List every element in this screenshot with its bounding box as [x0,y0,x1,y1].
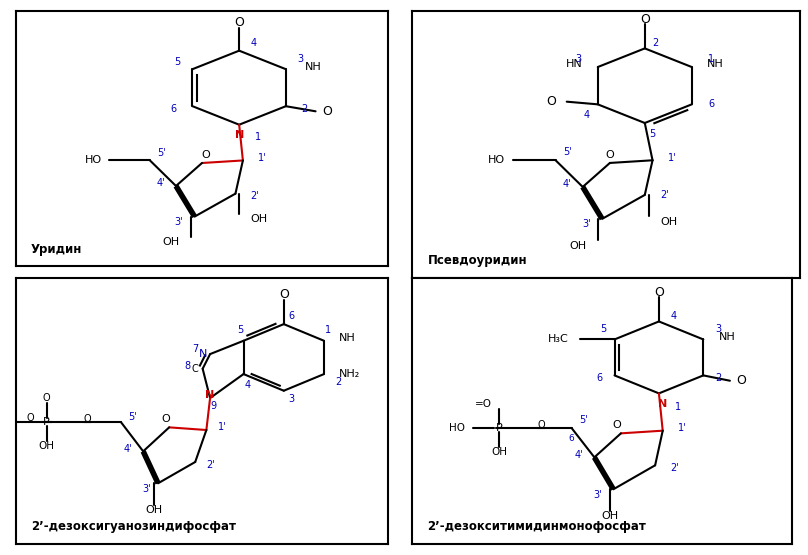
Text: 6: 6 [708,99,714,109]
Text: 6: 6 [288,311,294,321]
Text: 3: 3 [575,54,582,64]
Text: C: C [191,364,199,374]
Text: 3: 3 [297,54,304,64]
Text: 6: 6 [569,434,574,443]
Text: 4': 4' [574,450,583,460]
Text: 3: 3 [288,393,294,403]
Text: O: O [654,286,664,299]
Text: P: P [43,417,50,427]
Text: 1: 1 [325,325,330,335]
Text: NH: NH [707,59,724,69]
Text: 2’-дезокситимидинмонофосфат: 2’-дезокситимидинмонофосфат [427,520,646,533]
Text: 1': 1' [217,422,226,432]
Text: OH: OH [162,237,179,247]
Text: 2: 2 [653,38,659,48]
Text: O: O [83,415,91,425]
Text: 5: 5 [650,129,655,139]
Text: 2: 2 [301,104,308,114]
Text: HO: HO [449,423,465,433]
Text: 4': 4' [562,179,571,189]
Text: O: O [537,420,545,430]
Text: HO: HO [488,155,505,165]
Text: 4: 4 [583,110,589,120]
Text: 7: 7 [192,344,198,354]
Text: 5: 5 [175,57,181,67]
Text: N: N [199,349,207,359]
Text: HN: HN [566,59,583,69]
Text: N: N [205,390,215,400]
Text: OH: OH [570,240,587,250]
Text: 3': 3' [582,219,591,229]
Text: N: N [234,130,244,140]
Text: O: O [605,150,614,160]
Text: 1': 1' [668,153,676,163]
Text: O: O [161,415,170,425]
Text: O: O [546,95,556,108]
Text: OH: OH [39,441,55,451]
Text: 3: 3 [715,324,722,334]
Text: 6: 6 [596,373,603,383]
Text: 6: 6 [170,104,177,114]
Text: 9: 9 [211,401,217,411]
Text: 2: 2 [336,377,342,387]
Text: 1': 1' [258,153,267,163]
Text: O: O [26,413,34,423]
Text: N: N [658,399,667,409]
Text: P: P [496,423,503,433]
Text: O: O [612,420,621,430]
Text: 5': 5' [563,147,572,157]
Text: 5': 5' [128,412,137,422]
Text: Псевдоуридин: Псевдоуридин [427,254,527,267]
Text: O: O [234,16,244,29]
Text: Уридин: Уридин [31,243,82,256]
Text: NH: NH [718,332,735,342]
Text: 5: 5 [237,325,243,335]
Text: 2': 2' [250,191,259,201]
Text: 4': 4' [156,178,165,189]
Text: 8: 8 [185,361,191,371]
Text: O: O [43,393,50,403]
Text: 3': 3' [593,490,602,500]
Text: OH: OH [601,511,618,521]
Text: NH: NH [339,333,356,343]
Text: 1: 1 [675,402,681,412]
Text: 2’-дезоксигуанозиндифосфат: 2’-дезоксигуанозиндифосфат [31,520,236,533]
Text: H₃C: H₃C [548,335,569,345]
Text: 4: 4 [251,38,257,48]
Text: 5: 5 [600,324,606,334]
Text: O: O [322,105,331,118]
Text: 1: 1 [255,133,261,143]
Text: 4: 4 [671,311,677,321]
Text: 3': 3' [142,483,150,493]
Text: =O: =O [475,399,492,409]
Text: HO: HO [85,155,102,165]
Text: OH: OH [491,447,507,457]
Text: 5': 5' [158,148,166,158]
Text: 3': 3' [175,216,183,227]
Text: 2': 2' [660,190,669,200]
Text: OH: OH [145,505,163,515]
Text: O: O [279,288,288,301]
Text: NH₂: NH₂ [339,369,360,379]
Text: O: O [640,13,650,26]
Text: O: O [201,150,210,160]
Text: 4': 4' [124,443,132,453]
Text: 5': 5' [579,415,588,425]
Text: 4: 4 [244,380,250,390]
Text: 1': 1' [678,423,687,433]
Text: NH: NH [305,62,321,72]
Text: 2': 2' [206,460,215,470]
Text: OH: OH [660,216,677,226]
Text: O: O [736,374,747,387]
Text: 2: 2 [715,373,722,383]
Text: 1: 1 [708,54,714,64]
Text: OH: OH [250,214,267,224]
Text: 2': 2' [671,463,679,473]
